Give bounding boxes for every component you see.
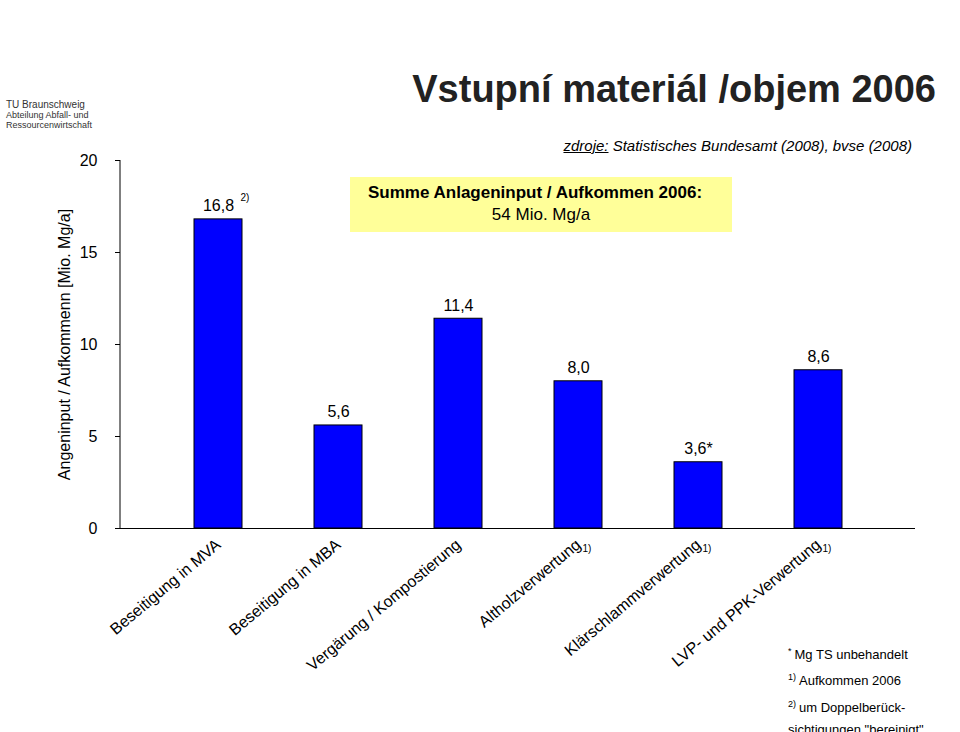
svg-text:5,6: 5,6 [327, 403, 349, 420]
svg-text:Beseitigung in MVA: Beseitigung in MVA [107, 535, 224, 637]
html-text:2) um Doppelberück-: 2) um Doppelberück- [788, 698, 906, 715]
svg-text:0: 0 [89, 520, 98, 537]
html-text:TU Braunschweig: TU Braunschweig [6, 99, 85, 110]
html-text:zdroje: Statistisches Bundesam: zdroje: Statistisches Bundesamt (2008), … [563, 137, 912, 154]
svg-text:1): 1) [583, 543, 592, 554]
svg-text:16,8: 16,8 [203, 197, 234, 214]
svg-text:5: 5 [89, 428, 98, 445]
svg-text:11,4: 11,4 [444, 297, 474, 314]
svg-text:8,0: 8,0 [567, 359, 589, 376]
svg-text:Vergärung / Kompostierung: Vergärung / Kompostierung [304, 536, 464, 674]
svg-text:LVP- und PPK-Verwertung: LVP- und PPK-Verwertung [668, 535, 824, 670]
html-text:Summe Anlageninput / Aufkommen: Summe Anlageninput / Aufkommen 2006: [368, 183, 703, 202]
svg-text:20: 20 [80, 152, 98, 169]
html-text:*Mg TS unbehandelt: *Mg TS unbehandelt [788, 646, 908, 663]
html-text:54 Mio. Mg/a: 54 Mio. Mg/a [491, 205, 591, 224]
svg-text:2): 2) [241, 192, 250, 203]
html-text:Abteilung Abfall- und: Abteilung Abfall- und [6, 110, 89, 120]
html-text:Vstupní materiál /objem 2006: Vstupní materiál /objem 2006 [412, 68, 936, 110]
svg-text:3,6*: 3,6* [684, 440, 712, 457]
svg-text:Altholzverwertung: Altholzverwertung [475, 536, 583, 631]
svg-text:Beseitigung in MBA: Beseitigung in MBA [226, 535, 344, 638]
svg-text:8,6: 8,6 [807, 348, 829, 365]
svg-text:1): 1) [703, 543, 712, 554]
html-text:Ressourcenwirtschaft: Ressourcenwirtschaft [6, 120, 92, 130]
svg-text:1): 1) [823, 543, 832, 554]
svg-text:10: 10 [80, 336, 98, 353]
svg-text:15: 15 [80, 244, 98, 261]
svg-text:Klärschlammverwertung: Klärschlammverwertung [561, 536, 703, 659]
html-text:1) Aufkommen 2006: 1) Aufkommen 2006 [788, 672, 901, 689]
svg-text:Angeninput / Aufkommenn [Mio.: Angeninput / Aufkommenn [Mio. Mg/a] [56, 209, 73, 480]
